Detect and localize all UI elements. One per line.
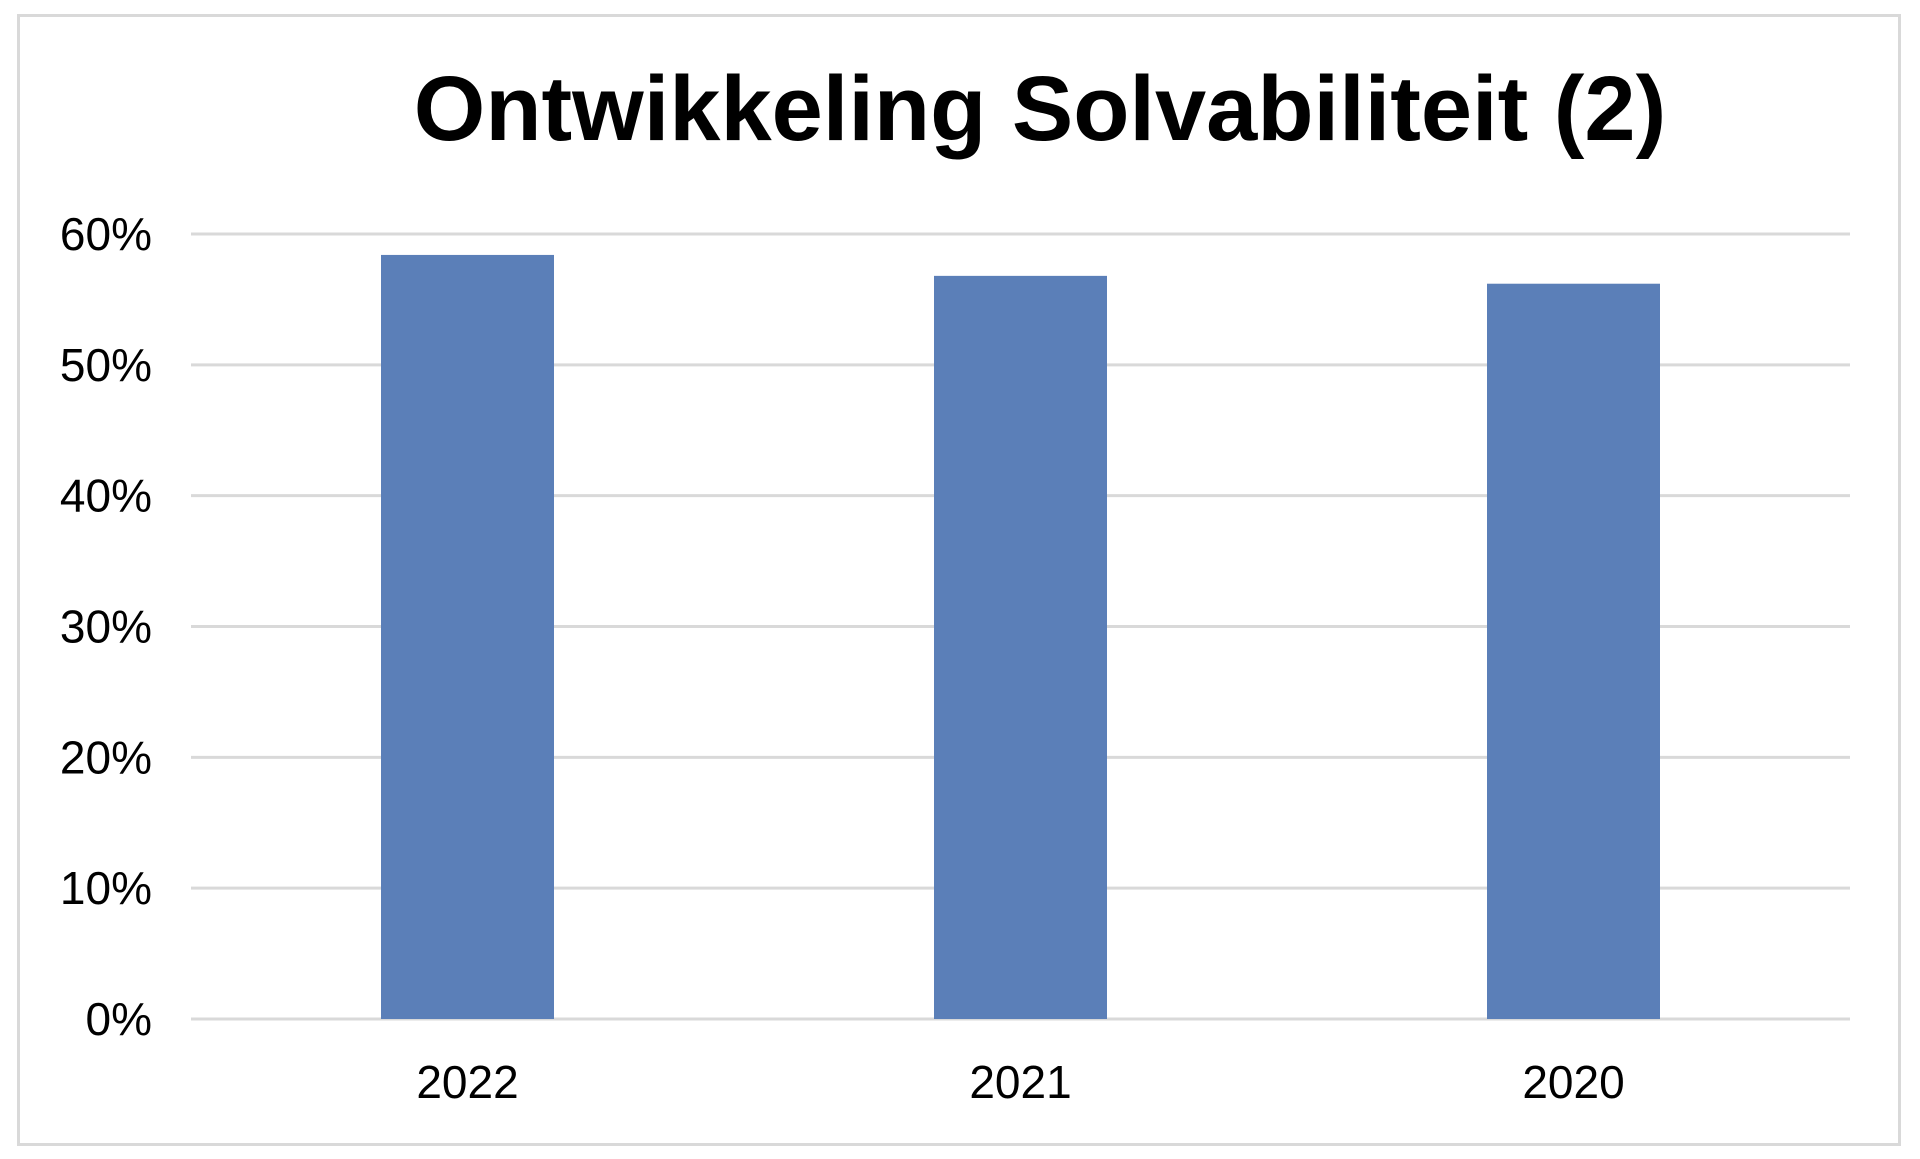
y-tick-label: 50%	[60, 339, 152, 391]
y-tick-label: 60%	[60, 208, 152, 260]
x-axis-ticks: 2022 2021 2020	[416, 1056, 1624, 1108]
x-tick-label: 2020	[1522, 1056, 1624, 1108]
y-tick-label: 10%	[60, 862, 152, 914]
x-tick-label: 2022	[416, 1056, 518, 1108]
bar-2020	[1487, 283, 1660, 1019]
x-tick-label: 2021	[969, 1056, 1071, 1108]
bar-2022	[381, 254, 554, 1019]
y-axis-ticks: 0% 10% 20% 30% 40% 50% 60%	[60, 208, 152, 1045]
y-tick-label: 20%	[60, 731, 152, 783]
y-tick-label: 0%	[86, 993, 152, 1045]
y-tick-label: 40%	[60, 470, 152, 522]
y-tick-label: 30%	[60, 601, 152, 653]
chart-title: Ontwikkeling Solvabiliteit (2)	[414, 58, 1666, 160]
bars	[381, 254, 1660, 1019]
bar-2021	[934, 275, 1107, 1019]
